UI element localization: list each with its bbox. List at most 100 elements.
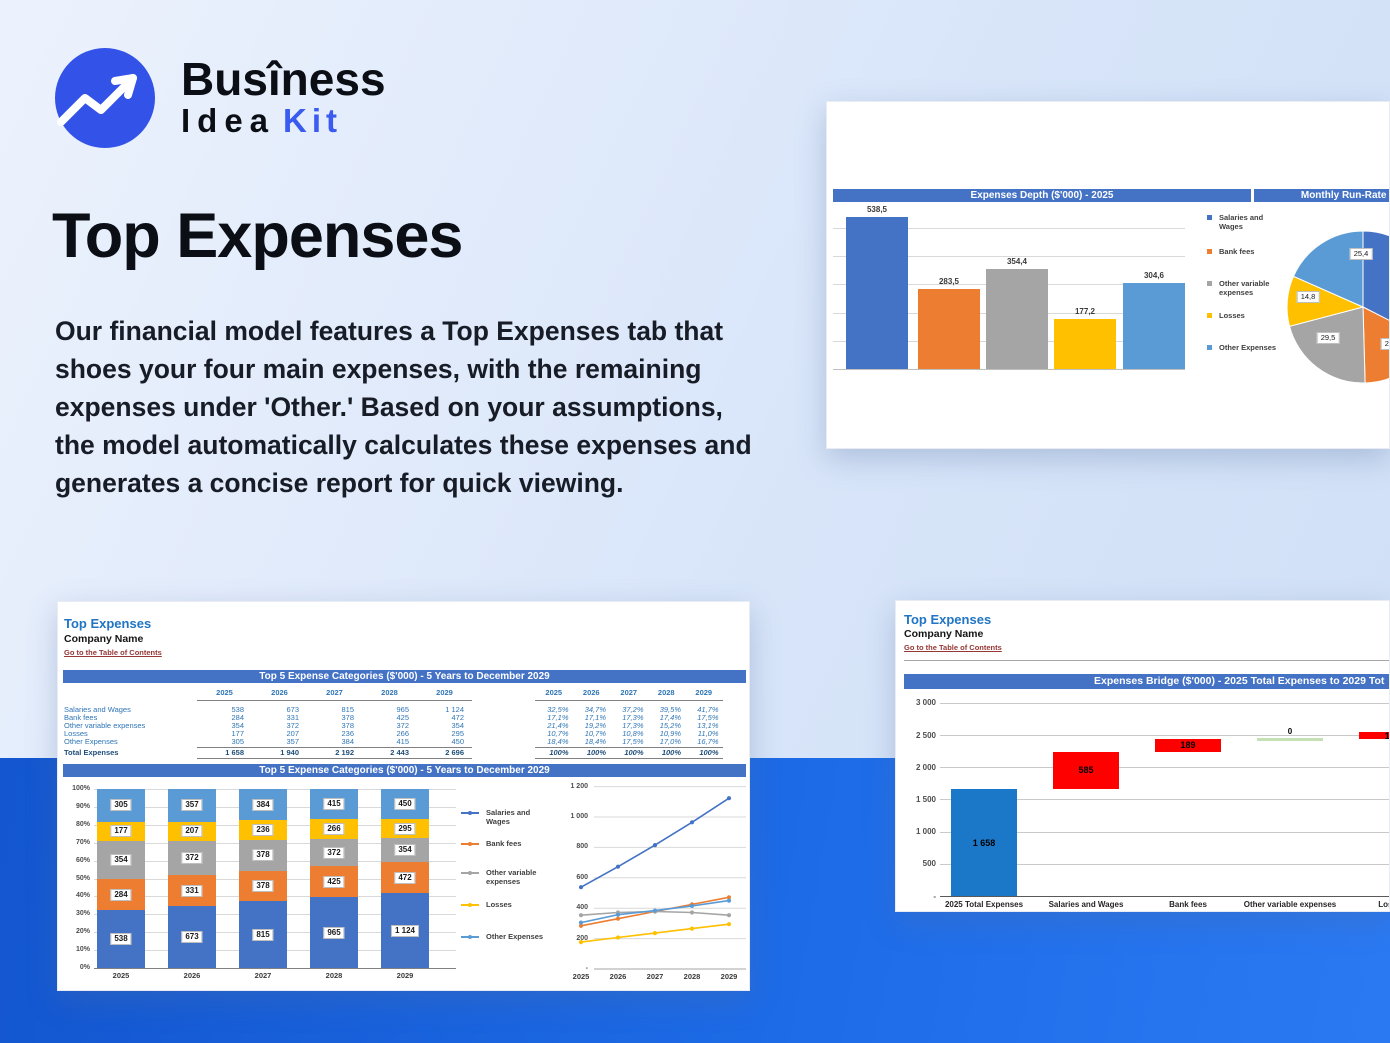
pct-cell: 100% xyxy=(661,748,681,757)
segment-label: 538 xyxy=(110,932,132,945)
pct-cell: 17,5% xyxy=(622,736,644,746)
waterfall-bar-0 xyxy=(951,789,1017,896)
total-topline xyxy=(535,747,723,748)
gridline xyxy=(94,968,456,969)
line-marker xyxy=(578,913,584,918)
table-row-label: Salaries and Wages xyxy=(64,705,131,714)
depth-bar-value: 283,5 xyxy=(938,276,960,286)
gridline xyxy=(940,702,1389,704)
table-row-label: Bank fees xyxy=(64,712,98,722)
brand-name: Busîness Idea Kit xyxy=(181,56,386,140)
segment-label: 450 xyxy=(394,797,416,810)
x-axis-label: 2027 xyxy=(254,971,272,980)
page-title: Top Expenses xyxy=(52,201,463,271)
pie-data-labels: 23,6 29,5 14,8 25,4 xyxy=(827,102,1389,448)
y-axis-label: 3 000 xyxy=(915,698,936,708)
legend-item-2: Other variable expenses xyxy=(1207,279,1277,297)
legend-line xyxy=(461,842,479,846)
pct-cell: 10,7% xyxy=(584,728,606,738)
expenses-depth-legend: Salaries and Wages Bank fees Other variabl… xyxy=(827,102,1389,448)
gridline xyxy=(940,896,1389,897)
value-cell: 354 xyxy=(231,720,244,730)
expenses-bridge-waterfall-chart: 3 000 2 500 2 000 1 500 1 000 500 - 1 658 585 189… xyxy=(896,601,1389,911)
table-row-values: 305 357 384 415 450 xyxy=(197,736,472,746)
y-axis-label: 1 000 xyxy=(570,813,588,820)
value-cell: 177 xyxy=(231,728,244,738)
segment-label: 965 xyxy=(323,926,345,939)
year-header: 2028 xyxy=(657,688,675,697)
legend-label: Salaries and Wages xyxy=(486,808,531,826)
chart-header-expenses-depth: Expenses Depth ($'000) - 2025 xyxy=(833,189,1251,202)
line-marker xyxy=(689,910,695,915)
expenses-depth-bar-chart: 538,5 283,5 354,4 177,2 304,6 xyxy=(827,102,1389,448)
y-axis-label: 40% xyxy=(75,892,90,900)
sheet-company-name: Company Name xyxy=(904,628,984,640)
legend-item-0: Salaries and Wages xyxy=(1207,213,1277,231)
value-cell: 2 443 xyxy=(390,748,409,757)
expenses-depth-card: Expenses Depth ($'000) - 2025 Monthly Ru… xyxy=(826,101,1390,449)
value-cell: 372 xyxy=(396,720,409,730)
table-row-values: 354 372 378 372 354 xyxy=(197,720,472,730)
line-chart-axis-labels: 1 200 1 000 800 600 400 200-2025 2026 2027 2028 2… xyxy=(58,602,749,990)
total-topline xyxy=(197,747,472,748)
value-cell: 965 xyxy=(396,705,409,714)
year-underline xyxy=(535,700,723,701)
y-axis-label: 800 xyxy=(576,843,588,851)
value-cell: 305 xyxy=(231,736,244,746)
x-axis-label: 2026 xyxy=(183,971,201,980)
value-cell: 354 xyxy=(451,720,464,730)
pct-cell: 100% xyxy=(699,748,719,757)
line-marker xyxy=(689,903,695,908)
pct-cell: 13,1% xyxy=(697,720,719,730)
segment-label: 207 xyxy=(181,825,203,838)
pct-cell: 17,1% xyxy=(547,712,569,722)
table-row-values: 284 331 378 425 472 xyxy=(197,712,472,722)
legend-label: Losses xyxy=(1219,311,1245,320)
y-axis-label: 20% xyxy=(75,928,90,936)
pct-cell: 15,2% xyxy=(659,720,681,730)
pct-cell: 18,4% xyxy=(584,736,606,746)
segment-label: 378 xyxy=(252,849,274,862)
bridge-chart-header: Expenses Bridge ($'000) - 2025 Total Exp… xyxy=(904,674,1389,689)
segment-label: 305 xyxy=(110,799,132,812)
x-axis-label: Other variable expenses xyxy=(1243,900,1337,909)
y-axis-label: 500 xyxy=(922,859,936,869)
year-header: 2027 xyxy=(326,688,343,697)
sheet-title: Top Expenses xyxy=(64,616,152,631)
sheet-company-name: Company Name xyxy=(64,633,144,645)
legend-item-3: Losses xyxy=(461,900,548,909)
table-year-row: 2025 2026 2027 2028 2029 xyxy=(197,688,472,697)
chart-header-monthly-run-rate: Monthly Run-Rate ($'000 xyxy=(1254,189,1389,202)
line-marker xyxy=(726,796,732,801)
y-axis-label: 1 200 xyxy=(570,782,588,790)
segment-label: 384 xyxy=(252,798,274,811)
x-axis-label: 2026 xyxy=(609,972,627,981)
top5-line-chart xyxy=(578,786,746,970)
legend-marker xyxy=(468,935,472,939)
x-axis-label: 2029 xyxy=(720,972,738,981)
y-axis-label: 70% xyxy=(75,838,90,846)
value-cell: 236 xyxy=(341,728,354,738)
line-marker xyxy=(726,913,732,918)
line-marker xyxy=(578,885,584,890)
table-of-contents-link[interactable]: Go to the Table of Contents xyxy=(904,643,1002,652)
legend-line xyxy=(461,871,479,875)
segment-label: 295 xyxy=(394,822,416,835)
table-of-contents-link[interactable]: Go to the Table of Contents xyxy=(64,648,162,657)
line-marker xyxy=(652,931,658,936)
value-cell: 450 xyxy=(451,736,464,746)
waterfall-zero-bar xyxy=(1257,738,1323,742)
brand-name-top: Busîness xyxy=(181,53,386,105)
value-cell: 378 xyxy=(341,712,354,722)
table-row-values: 538 673 815 965 1 124 xyxy=(197,706,472,714)
pct-cell: 32,5% xyxy=(547,705,569,714)
depth-bar-2 xyxy=(986,268,1048,369)
legend-label: Bank fees xyxy=(1219,247,1255,256)
table-row-pcts: 21,4% 19,2% 17,3% 15,2% 13,1% xyxy=(535,720,723,730)
gridline xyxy=(940,735,1389,736)
legend-item-2: Other variable expenses xyxy=(461,868,548,886)
y-axis-label: 200 xyxy=(576,934,588,942)
x-axis-label: 2027 xyxy=(646,972,664,981)
pct-cell: 41,7% xyxy=(697,705,719,714)
total-row-label: Total Expenses xyxy=(64,748,119,757)
